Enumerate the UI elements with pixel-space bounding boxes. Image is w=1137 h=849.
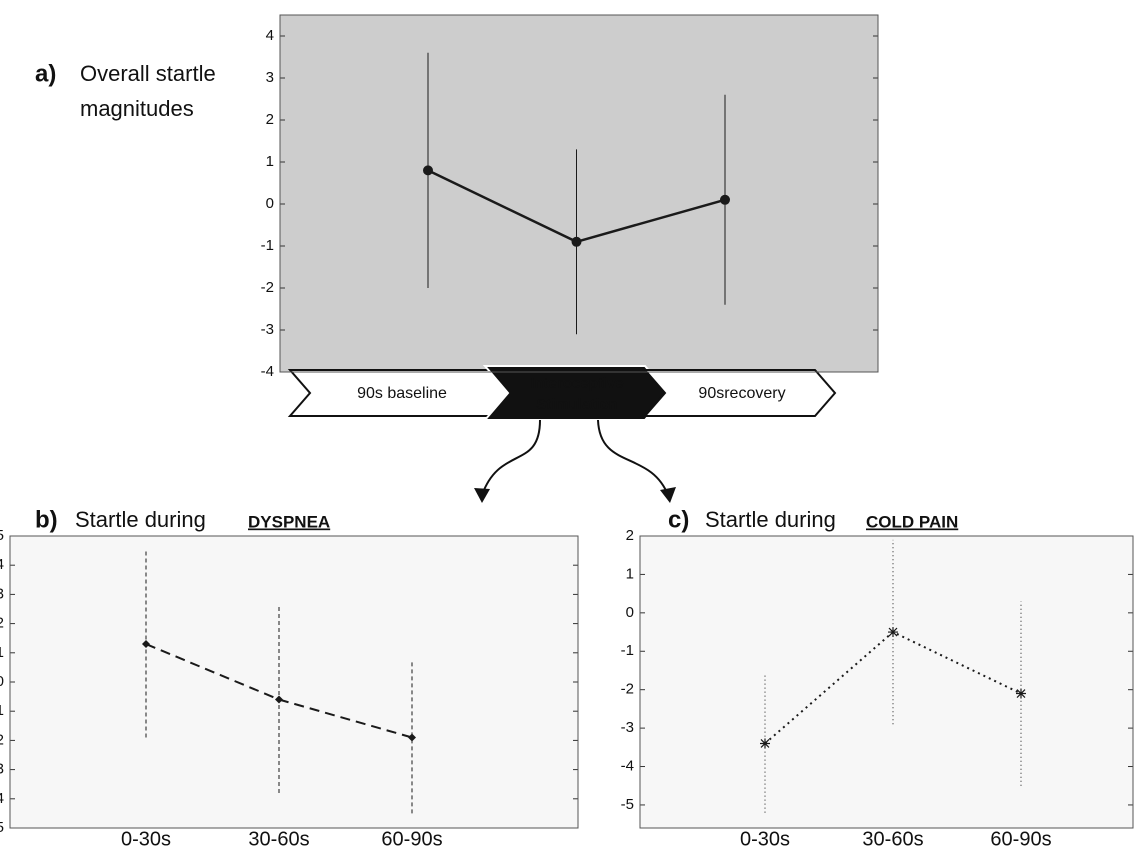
flow-label: Stimulation	[536, 396, 618, 413]
point	[888, 627, 898, 637]
drawing-background	[640, 536, 1133, 828]
flow-label: 90s baseline	[357, 385, 447, 402]
chart-title: magnitudes	[80, 96, 194, 121]
chart-title: Startle during	[705, 507, 836, 532]
x-tick-label: 0-30s	[121, 828, 171, 849]
y-tick-label: 0	[266, 195, 274, 212]
x-tick-label: 30-60s	[862, 828, 923, 849]
y-tick-label: 3	[0, 585, 4, 602]
point	[572, 237, 582, 247]
y-tick-label: 1	[0, 644, 4, 661]
y-tick-label: 4	[0, 556, 4, 573]
y-tick-label: 2	[266, 111, 274, 128]
y-tick-label: 2	[626, 527, 634, 544]
y-tick-label: -5	[621, 796, 634, 813]
figure: -4 -3 -2 -1 0 1 2 3 4 a) Overall startle magnitudes…	[0, 0, 1137, 849]
x-tick-label: 60-90s	[381, 828, 442, 849]
y-tick-label: 0	[0, 673, 4, 690]
y-tick-label: -4	[621, 757, 634, 774]
x-tick-label: 0-30s	[740, 828, 790, 849]
y-tick-label: 0	[626, 604, 634, 621]
flow-label: Interoceptive	[530, 375, 623, 392]
y-tick-label: -3	[621, 719, 634, 736]
title-emphasis: COLD PAIN	[866, 512, 958, 531]
flow-arrow	[598, 420, 668, 495]
point	[423, 165, 433, 175]
y-tick-label: 4	[266, 27, 274, 44]
y-tick-label: -3	[261, 321, 274, 338]
y-tick-label: -2	[0, 731, 4, 748]
y-tick-label: -1	[261, 237, 274, 254]
point	[720, 195, 730, 205]
x-tick-label: 30-60s	[248, 828, 309, 849]
y-tick-label: 2	[0, 615, 4, 632]
y-tick-label: -2	[621, 681, 634, 698]
arrow-head	[474, 488, 490, 503]
y-tick-label: -3	[0, 761, 4, 778]
y-tick-label: -5	[0, 819, 4, 836]
chart-title: Overall startle	[80, 61, 216, 86]
y-tick-label: 1	[626, 565, 634, 582]
panel-label: b)	[35, 506, 58, 533]
flow-label: 90srecovery	[698, 385, 785, 402]
panel-label: a)	[35, 60, 56, 87]
x-tick-label: 60-90s	[990, 828, 1051, 849]
y-tick-label: -2	[261, 279, 274, 296]
y-tick-label: -4	[0, 790, 4, 807]
point	[1016, 689, 1026, 699]
flow-arrow	[482, 420, 540, 495]
y-tick-label: 1	[266, 153, 274, 170]
y-tick-label: -1	[621, 642, 634, 659]
photo-background	[280, 15, 878, 372]
chart-title: Startle during	[75, 507, 206, 532]
panel-label: c)	[668, 506, 689, 533]
y-tick-label: -1	[0, 702, 4, 719]
y-tick-label: 3	[266, 69, 274, 86]
drawing-background	[10, 536, 578, 828]
arrow-head	[660, 487, 676, 503]
title-emphasis: DYSPNEA	[248, 512, 330, 531]
y-tick-label: 5	[0, 527, 4, 544]
y-tick-label: -4	[261, 363, 274, 380]
point	[760, 738, 770, 748]
